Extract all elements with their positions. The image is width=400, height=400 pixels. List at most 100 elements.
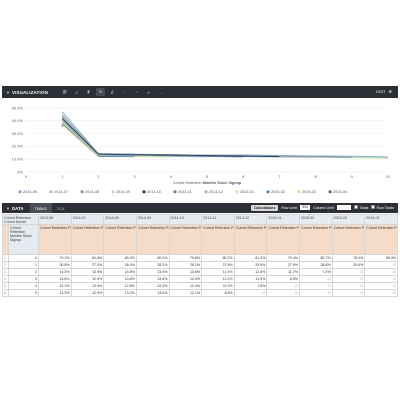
measure-column-header[interactable]: Cohort Retention Percent Of Cohort Still… — [364, 224, 398, 256]
measure-column-header[interactable]: Cohort Retention Percent Of Cohort Still… — [233, 224, 268, 256]
totals-toggle[interactable]: Totals — [354, 205, 368, 210]
table-cell: 27.3% — [70, 261, 105, 270]
legend-swatch — [173, 190, 177, 194]
table-cell: 13.6% — [38, 275, 72, 284]
measure-column-header[interactable]: Cohort Retention Percent Of Cohort Still… — [201, 224, 235, 256]
pivot-column-header[interactable]: 2014-10 — [168, 213, 203, 226]
table-cell: ∅ — [299, 289, 333, 298]
measure-column-header[interactable]: Cohort Retention Percent Of Cohort Still… — [38, 224, 72, 256]
series-line — [61, 119, 244, 158]
x-tick-label: 5 — [206, 174, 209, 179]
table-cell: 80.7% — [299, 254, 333, 263]
bar-icon[interactable]: ≡ — [75, 89, 78, 95]
legend-swatch — [49, 190, 53, 194]
pivot-column-header[interactable]: 2014-12 — [233, 213, 268, 226]
table-cell: ∅ — [299, 282, 333, 291]
months-since-signup-cell: 5 — [7, 289, 40, 298]
table-cell: 78.9% — [331, 254, 366, 263]
table-cell: 13.8% — [103, 275, 137, 284]
column-limit-label: Column Limit — [313, 205, 335, 210]
months-since-signup-cell: 4 — [7, 282, 40, 291]
measure-column-header[interactable]: Cohort Retention Percent Of Cohort Still… — [70, 224, 105, 256]
measure-column-header[interactable]: Cohort Retention Percent Of Cohort Still… — [266, 224, 301, 256]
series-line — [61, 117, 280, 158]
pie-icon[interactable]: ◔ — [135, 89, 138, 95]
pivot-column-header[interactable]: 2015-01 — [266, 213, 301, 226]
measure-column-header[interactable]: Cohort Retention Percent Of Cohort Still… — [103, 224, 137, 256]
map-icon[interactable]: ⌖ — [147, 89, 150, 95]
table-cell: 81.2% — [233, 254, 268, 263]
table-cell: 13.8% — [168, 268, 203, 277]
tab-table[interactable]: TABLE — [29, 203, 52, 213]
viz-type-toolbar: ▦ ≡ ▮ ∿ ◭ ⁘ ◔ ⌖ … — [60, 88, 165, 96]
months-since-signup-cell: 1 — [7, 261, 40, 270]
legend-label: 2014-11 — [178, 190, 192, 194]
y-tick-label: 0% — [17, 169, 23, 174]
table-row: 5 4 13.1% 13.9% 12.8% 12.3% 12.4% 11.0% 7.8% ∅ ∅ ∅ ∅ — [2, 282, 398, 291]
x-tick-label: 2 — [97, 174, 100, 179]
table-cell: 13.9% — [70, 268, 105, 277]
data-controls: Calculations Row Limit 500 Column Limit … — [250, 204, 394, 211]
table-cell: 14.5% — [103, 268, 137, 277]
table-cell: 6.9% — [266, 275, 301, 284]
totals-checkbox[interactable] — [354, 205, 359, 209]
table-cell: 12.4% — [201, 268, 235, 277]
scatter-icon[interactable]: ⁘ — [122, 89, 127, 94]
data-header: ▼ DATA TABLE SQL Calculations Row Limit … — [2, 203, 398, 213]
area-icon[interactable]: ◭ — [110, 89, 115, 94]
table-body: 1 0 79.1% 81.6% 80.4% 80.2% 79.8% 80.2% 81.2% 79.… — [2, 254, 398, 298]
gear-icon[interactable]: ⚙ — [388, 89, 392, 94]
table-cell: 11.0% — [201, 282, 235, 291]
table-cell: 28.8% — [299, 261, 333, 270]
collapse-arrow-icon[interactable]: ▼ — [6, 205, 10, 211]
table-cell: 79.8% — [168, 254, 203, 263]
measure-column-header[interactable]: Cohort Retention Percent Of Cohort Still… — [331, 224, 366, 256]
row-totals-toggle[interactable]: Row Totals — [371, 205, 394, 210]
table-row: 3 2 14.3% 13.9% 14.5% 13.9% 13.8% 12.4% 12.8% 11.… — [2, 268, 398, 277]
measure-column-header[interactable]: Cohort Retention Percent Of Cohort Still… — [299, 224, 333, 256]
row-totals-checkbox[interactable] — [371, 205, 376, 209]
pivot-column-header[interactable]: 2014-11 — [201, 213, 235, 226]
dimension-header[interactable]: Cohort Retention Months Since Signup — [7, 224, 40, 256]
more-icon[interactable]: … — [158, 89, 163, 95]
table-row: 2 1 30.6% 27.3% 28.4% 28.2% 28.2% 27.8% 29.8% 27.… — [2, 261, 398, 270]
column-icon[interactable]: ▮ — [87, 89, 90, 94]
pivot-row-header: Cohort Retention Cohort Month — [1, 213, 40, 226]
table-cell: 28.2% — [135, 261, 170, 270]
y-tick-label: 40.0% — [12, 118, 24, 123]
table-cell: 30.6% — [38, 261, 72, 270]
table-cell: ∅ — [364, 282, 398, 291]
x-tick-label: 8 — [314, 174, 317, 179]
pivot-column-header[interactable]: 2015-04 — [364, 213, 398, 226]
x-tick-label: 10 — [386, 174, 391, 179]
legend-swatch — [235, 190, 239, 194]
row-limit-input[interactable]: 500 — [300, 205, 311, 210]
table-cell: ∅ — [266, 282, 301, 291]
table-icon[interactable]: ▦ — [62, 89, 67, 94]
pivot-column-header[interactable]: 2014-08 — [103, 213, 137, 226]
pivot-header-row: Cohort Retention Cohort Month 2014-06 201… — [1, 213, 398, 226]
tab-sql[interactable]: SQL — [56, 205, 65, 211]
pivot-column-header[interactable]: 2015-02 — [299, 213, 333, 226]
pivot-column-header[interactable]: 2014-06 — [38, 213, 72, 226]
legend-label: 2014-10 — [147, 190, 161, 194]
measure-column-header[interactable]: Cohort Retention Percent Of Cohort Still… — [168, 224, 203, 256]
line-icon[interactable]: ∿ — [96, 88, 105, 96]
pivot-column-header[interactable]: 2014-09 — [135, 213, 170, 226]
collapse-arrow-icon[interactable]: ▼ — [6, 89, 10, 95]
table-cell: ∅ — [299, 275, 333, 284]
table-cell: 79.1% — [38, 254, 72, 263]
pivot-column-header[interactable]: 2014-07 — [70, 213, 105, 226]
table-cell: ∅ — [233, 289, 268, 298]
pivot-column-header[interactable]: 2015-03 — [331, 213, 366, 226]
calculations-button[interactable]: Calculations — [250, 204, 279, 211]
legend-swatch — [142, 190, 146, 194]
series-line — [61, 124, 99, 158]
measure-column-header[interactable]: Cohort Retention Percent Of Cohort Still… — [135, 224, 170, 256]
column-limit-input[interactable] — [337, 205, 352, 210]
data-title: DATA — [12, 205, 24, 211]
table-cell: ∅ — [331, 289, 366, 298]
y-tick-label: 10.0% — [12, 157, 24, 162]
edit-button[interactable]: EDIT ⚙ — [376, 89, 392, 94]
table-cell: 80.4% — [103, 254, 137, 263]
